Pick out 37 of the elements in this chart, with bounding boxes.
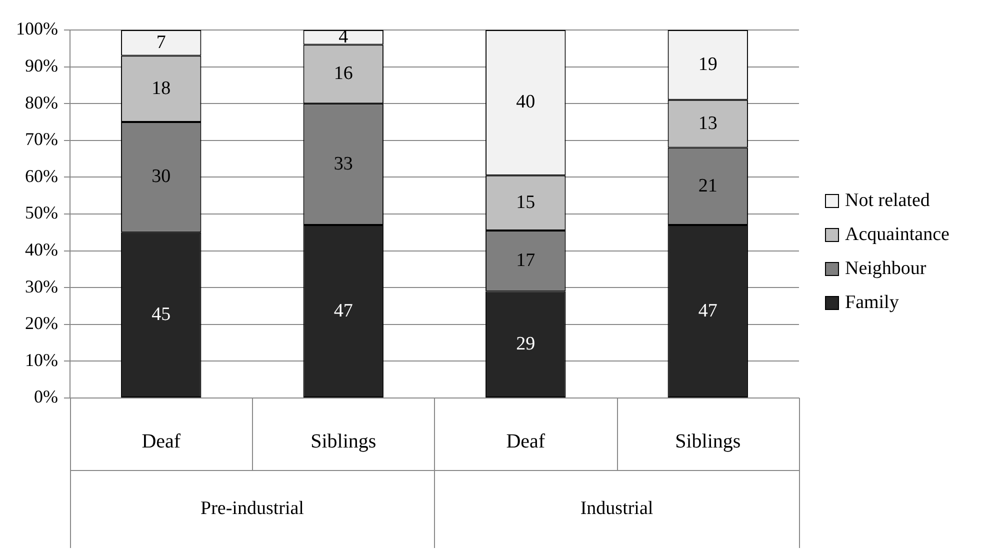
x-tick-label: Deaf xyxy=(142,430,181,452)
data-label: 47 xyxy=(334,300,353,322)
data-label: 18 xyxy=(152,78,171,99)
x-tick-label: Deaf xyxy=(506,430,546,452)
y-tick-label: 80% xyxy=(24,92,58,112)
legend-label: Neighbour xyxy=(845,258,926,280)
legend-label: Acquaintance xyxy=(845,224,950,246)
data-label: 33 xyxy=(334,153,353,174)
text: Pre-industrial xyxy=(200,498,304,519)
y-tick-label: 60% xyxy=(24,166,58,186)
y-tick-label: 0% xyxy=(34,386,58,407)
y-tick-label: 40% xyxy=(24,240,58,260)
x-tick-label: Siblings xyxy=(310,430,376,452)
y-tick-label: 30% xyxy=(24,276,58,296)
y-tick-label: 10% xyxy=(24,350,58,370)
y-tick-label: 90% xyxy=(24,56,58,76)
data-label: 7 xyxy=(156,32,166,53)
x-tick-label: Siblings xyxy=(675,430,741,452)
data-label: 16 xyxy=(334,63,353,84)
legend-label: Family xyxy=(845,292,899,314)
text: Not related xyxy=(845,190,930,212)
data-label: 19 xyxy=(698,54,718,75)
text: Industrial xyxy=(580,498,654,519)
y-tick-label: 50% xyxy=(24,202,58,223)
data-label: 15 xyxy=(516,192,536,213)
data-label: 29 xyxy=(516,333,536,354)
y-tick-label: 70% xyxy=(24,129,58,150)
data-label: 47 xyxy=(698,300,718,322)
y-tick-label: 20% xyxy=(24,313,58,334)
data-label: 4 xyxy=(338,26,349,48)
data-label: 40 xyxy=(516,92,536,113)
data-label: 45 xyxy=(152,304,171,325)
data-label: 30 xyxy=(152,166,171,188)
data-label: 13 xyxy=(698,112,718,134)
y-tick-label: 100% xyxy=(16,18,58,39)
data-label: 21 xyxy=(698,175,718,196)
data-label: 17 xyxy=(516,250,536,271)
